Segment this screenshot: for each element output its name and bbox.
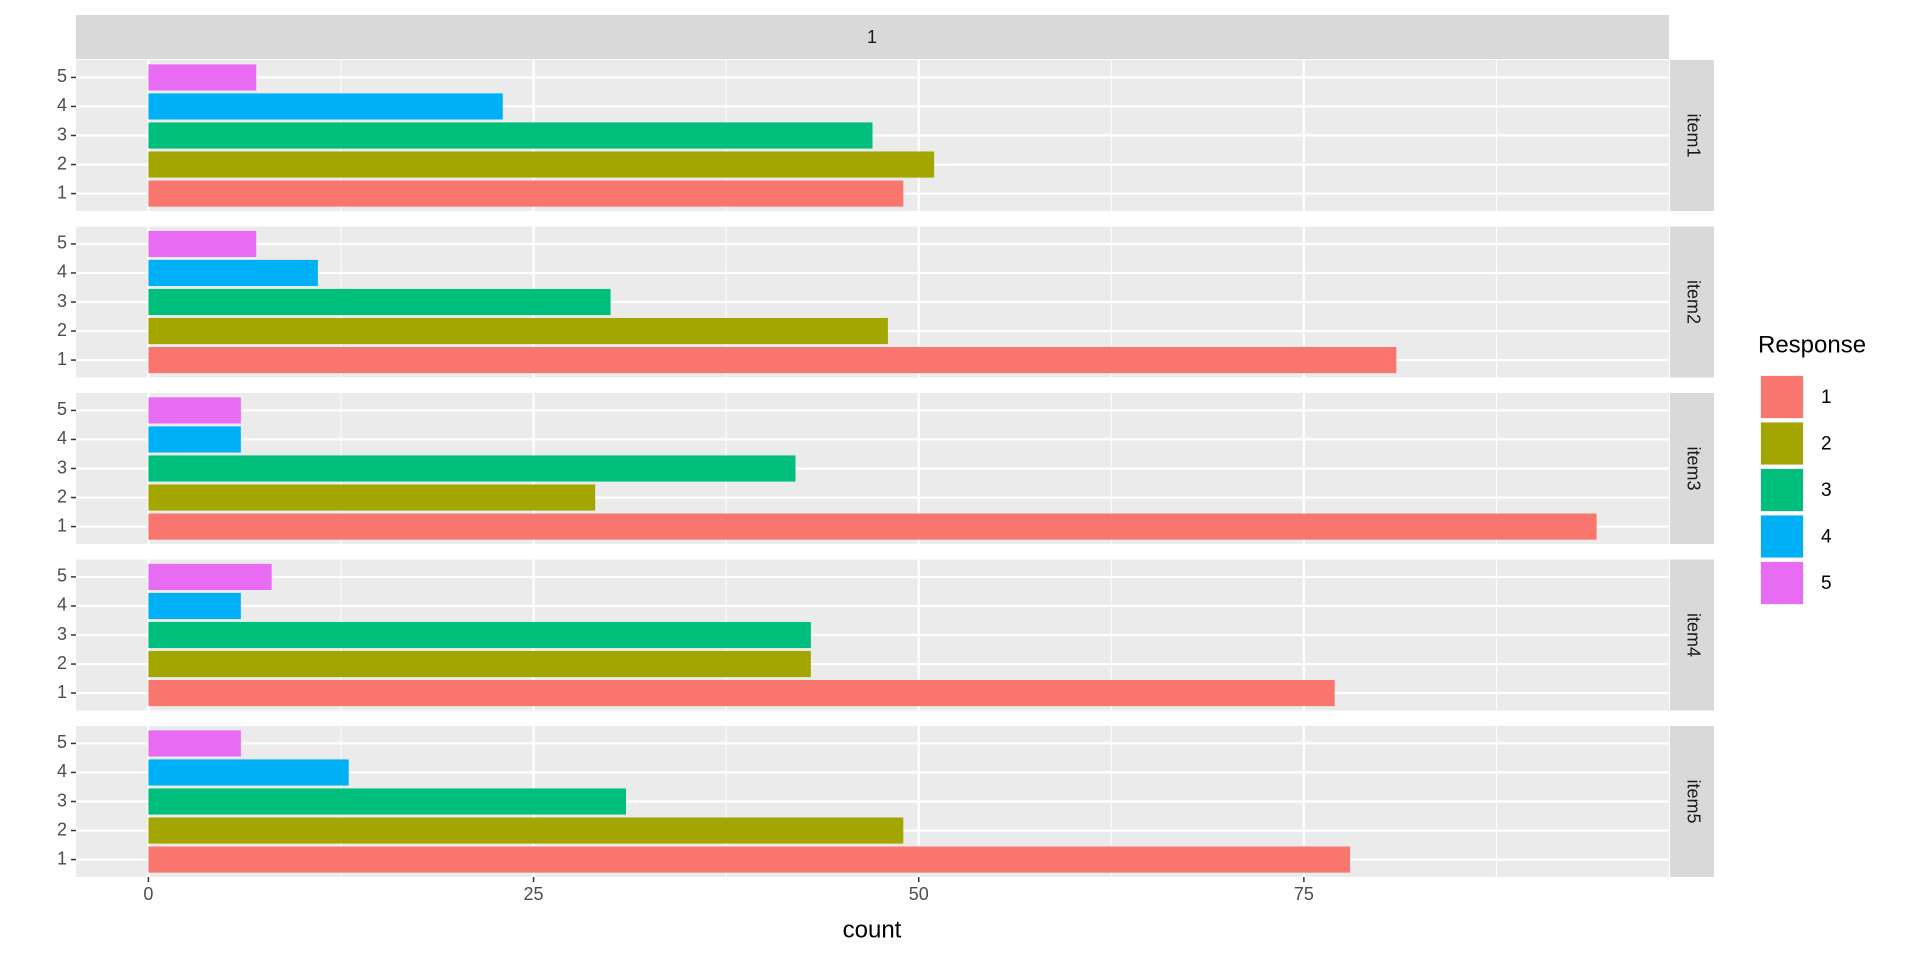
y-tick-label: 4 <box>57 595 67 615</box>
facet-strip-label: item4 <box>1683 613 1703 657</box>
bar <box>148 730 241 757</box>
bar <box>148 788 627 815</box>
bar <box>148 230 257 257</box>
y-tick-label: 1 <box>57 182 67 202</box>
legend-title: Response <box>1758 331 1866 358</box>
bar <box>148 151 935 178</box>
y-tick-label: 4 <box>57 761 67 781</box>
x-axis-title: count <box>843 916 902 943</box>
y-tick-label: 1 <box>57 515 67 535</box>
facet-strip-label: item1 <box>1683 113 1703 157</box>
bar <box>148 680 1335 707</box>
y-tick-label: 5 <box>57 233 67 253</box>
facet-strip-label: item5 <box>1683 779 1703 823</box>
facet-strip <box>1670 226 1714 378</box>
facet-strip-label: item2 <box>1683 280 1703 324</box>
y-tick-label: 5 <box>57 566 67 586</box>
y-tick-label: 4 <box>57 428 67 448</box>
y-tick-label: 5 <box>57 732 67 752</box>
legend-label: 3 <box>1821 480 1832 501</box>
y-tick-label: 1 <box>57 848 67 868</box>
bar <box>148 759 349 786</box>
bar <box>148 259 318 287</box>
bar <box>148 846 1351 873</box>
bar <box>148 93 503 120</box>
bar <box>148 513 1597 540</box>
legend-label: 2 <box>1821 434 1832 455</box>
bar <box>148 563 272 590</box>
y-tick-label: 1 <box>57 349 67 369</box>
bar <box>148 347 1397 374</box>
facet-strip <box>1670 559 1714 711</box>
y-tick-label: 3 <box>57 124 67 144</box>
x-tick-label: 25 <box>524 884 544 904</box>
y-tick-label: 4 <box>57 95 67 115</box>
bar <box>148 122 873 149</box>
y-tick-label: 2 <box>57 653 67 673</box>
bar <box>148 426 241 453</box>
bar <box>148 64 257 91</box>
y-tick-label: 3 <box>57 457 67 477</box>
x-tick-label: 0 <box>143 884 153 904</box>
legend-key <box>1761 515 1803 558</box>
legend-key <box>1761 562 1803 604</box>
legend-key <box>1761 469 1803 511</box>
y-tick-label: 4 <box>57 262 67 282</box>
top-strip <box>76 15 1669 59</box>
y-tick-label: 1 <box>57 682 67 702</box>
top-strip-label: 1 <box>867 27 877 47</box>
y-tick-label: 2 <box>57 320 67 340</box>
y-tick-label: 2 <box>57 486 67 506</box>
facet-strip <box>1670 726 1714 877</box>
y-tick-label: 3 <box>57 291 67 311</box>
bar <box>148 455 796 482</box>
bar <box>148 650 811 678</box>
legend-key <box>1761 422 1803 465</box>
legend-label: 4 <box>1821 527 1832 548</box>
y-tick-label: 3 <box>57 790 67 810</box>
bar <box>148 592 241 620</box>
facet-strip <box>1670 60 1714 211</box>
legend-key <box>1761 376 1803 418</box>
x-tick-label: 50 <box>909 884 929 904</box>
facet-strip-label: item3 <box>1683 446 1703 490</box>
bar <box>148 397 241 424</box>
legend-label: 5 <box>1821 573 1832 594</box>
y-tick-label: 2 <box>57 819 67 839</box>
facet-strip <box>1670 393 1714 544</box>
bar <box>148 180 904 207</box>
bar <box>148 817 904 844</box>
y-tick-label: 3 <box>57 624 67 644</box>
y-tick-label: 2 <box>57 153 67 173</box>
bar <box>148 621 811 649</box>
y-tick-label: 5 <box>57 399 67 419</box>
y-tick-label: 5 <box>57 66 67 86</box>
legend-label: 1 <box>1821 387 1832 408</box>
x-tick-label: 75 <box>1294 884 1314 904</box>
bar <box>148 317 888 345</box>
bar <box>148 288 611 316</box>
bar <box>148 484 596 511</box>
